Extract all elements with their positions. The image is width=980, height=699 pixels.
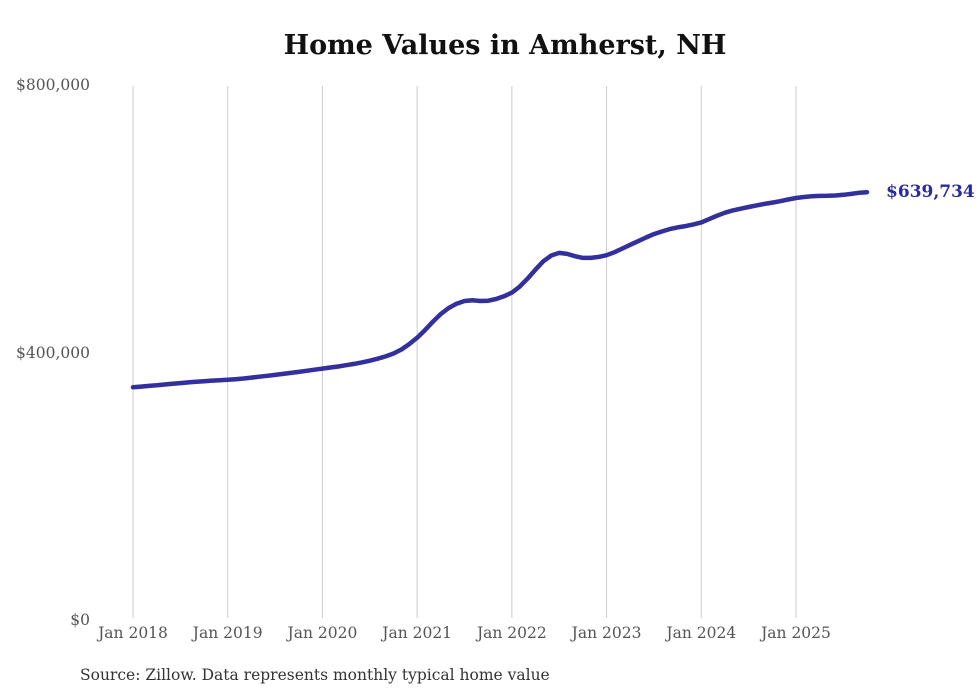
chart-title: Home Values in Amherst, NH [283, 30, 727, 61]
x-tick-label: Jan 2024 [666, 624, 737, 642]
y-tick-label: $0 [70, 611, 90, 629]
final-value-label: $639,734 [886, 182, 975, 203]
y-tick-label: $400,000 [16, 343, 90, 362]
x-tick-label: Jan 2023 [571, 624, 642, 642]
x-tick-label: Jan 2022 [476, 624, 547, 642]
x-tick-label: Jan 2019 [192, 624, 263, 642]
x-tick-label: Jan 2025 [761, 624, 831, 642]
source-note: Source: Zillow. Data represents monthly … [80, 666, 550, 684]
y-tick-label: $800,000 [16, 76, 90, 94]
x-tick-label: Jan 2020 [287, 624, 358, 642]
x-tick-label: Jan 2018 [98, 624, 168, 642]
x-tick-label: Jan 2021 [382, 624, 453, 642]
value-line [130, 189, 870, 390]
